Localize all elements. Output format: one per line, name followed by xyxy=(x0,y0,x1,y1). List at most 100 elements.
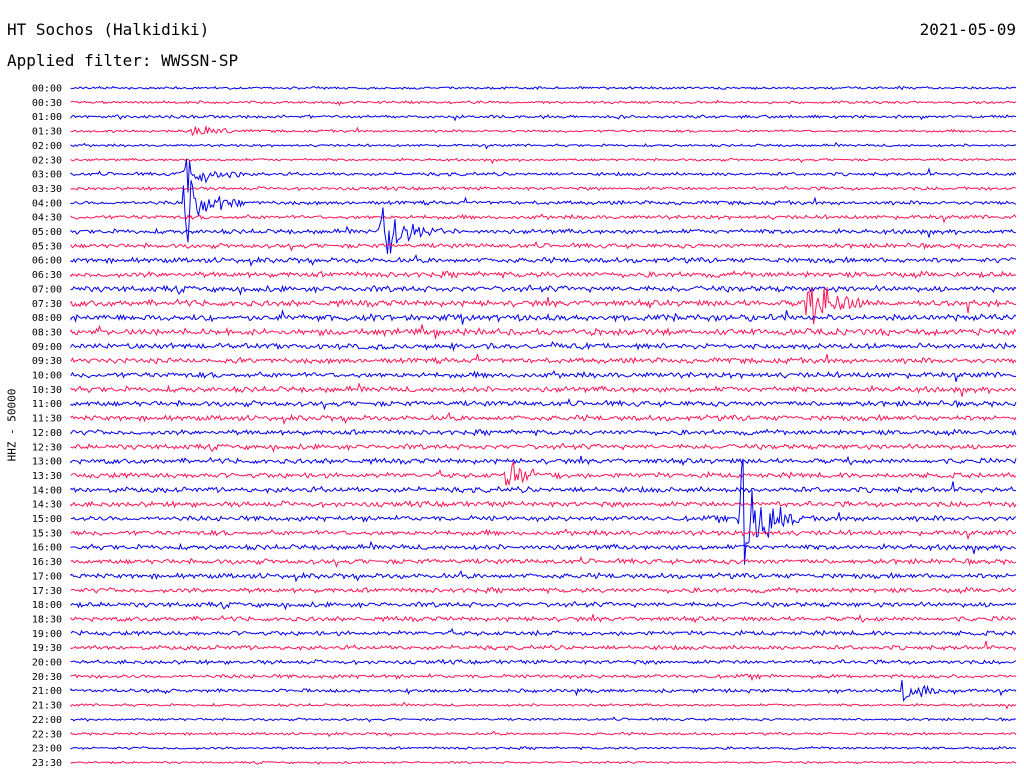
trace-row xyxy=(70,126,1017,137)
trace-row xyxy=(70,114,1017,122)
time-label: 23:30 xyxy=(32,758,62,769)
traces xyxy=(70,85,1017,765)
time-label: 17:30 xyxy=(32,586,62,597)
time-label: 14:30 xyxy=(32,500,62,511)
time-label: 04:30 xyxy=(32,213,62,224)
time-label: 12:30 xyxy=(32,442,62,453)
trace-row xyxy=(70,613,1017,624)
time-label: 05:00 xyxy=(32,227,62,238)
trace-row xyxy=(70,673,1017,682)
time-label: 07:30 xyxy=(32,299,62,310)
trace-row xyxy=(70,382,1017,397)
time-label: 11:00 xyxy=(32,399,62,410)
time-label: 20:30 xyxy=(32,672,62,683)
time-label: 15:00 xyxy=(32,514,62,525)
trace-row xyxy=(70,730,1017,738)
trace-row xyxy=(70,499,1017,509)
trace-row xyxy=(70,185,1017,192)
trace-row xyxy=(70,240,1017,252)
trace-row xyxy=(70,180,1017,243)
time-label: 02:30 xyxy=(32,155,62,166)
time-label: 21:00 xyxy=(32,686,62,697)
time-label: 09:00 xyxy=(32,342,62,353)
time-label: 21:30 xyxy=(32,701,62,712)
trace-row xyxy=(70,458,1017,565)
time-label: 01:00 xyxy=(32,112,62,123)
time-label: 12:00 xyxy=(32,428,62,439)
trace-row xyxy=(70,461,1017,487)
trace-row xyxy=(70,600,1017,611)
trace-row xyxy=(70,455,1017,467)
trace-row xyxy=(70,207,1017,255)
time-label: 08:30 xyxy=(32,327,62,338)
trace-row xyxy=(70,586,1017,595)
trace-row xyxy=(70,270,1017,280)
trace-row xyxy=(70,540,1017,555)
trace-row xyxy=(70,569,1017,583)
time-label: 20:00 xyxy=(32,658,62,669)
time-label: 10:30 xyxy=(32,385,62,396)
time-label: 01:30 xyxy=(32,127,62,138)
trace-row xyxy=(70,341,1017,352)
time-label: 05:30 xyxy=(32,241,62,252)
time-label: 18:00 xyxy=(32,600,62,611)
date-label: 2021-05-09 xyxy=(919,20,1016,39)
time-label: 03:30 xyxy=(32,184,62,195)
trace-row xyxy=(70,442,1017,453)
time-label: 14:00 xyxy=(32,485,62,496)
time-label: 23:00 xyxy=(32,744,62,755)
time-label: 22:30 xyxy=(32,729,62,740)
trace-row xyxy=(70,157,1017,165)
trace-row xyxy=(70,411,1017,426)
time-label: 07:00 xyxy=(32,284,62,295)
time-label: 22:00 xyxy=(32,715,62,726)
time-label: 16:00 xyxy=(32,543,62,554)
time-label: 02:00 xyxy=(32,141,62,152)
trace-row xyxy=(70,353,1017,365)
time-label: 04:00 xyxy=(32,198,62,209)
trace-row xyxy=(70,745,1017,751)
time-label: 13:00 xyxy=(32,457,62,468)
time-label: 19:00 xyxy=(32,629,62,640)
time-label: 16:30 xyxy=(32,557,62,568)
time-label: 00:30 xyxy=(32,98,62,109)
time-label: 06:30 xyxy=(32,270,62,281)
trace-row xyxy=(70,627,1017,637)
time-label: 10:00 xyxy=(32,371,62,382)
trace-row xyxy=(70,658,1017,666)
station-title: HT Sochos (Halkidiki) xyxy=(7,20,210,39)
trace-row xyxy=(70,397,1017,411)
trace-row xyxy=(70,679,1017,702)
time-label: 09:30 xyxy=(32,356,62,367)
time-label: 13:30 xyxy=(32,471,62,482)
time-label: 08:00 xyxy=(32,313,62,324)
time-label: 19:30 xyxy=(32,643,62,654)
trace-row xyxy=(70,286,1017,325)
trace-row xyxy=(70,528,1017,540)
time-label: 15:30 xyxy=(32,528,62,539)
trace-row xyxy=(70,213,1017,224)
trace-row xyxy=(70,324,1017,339)
time-label: 17:00 xyxy=(32,571,62,582)
trace-row xyxy=(70,481,1017,494)
trace-row xyxy=(70,701,1017,710)
time-label: 00:00 xyxy=(32,84,62,95)
time-label: 18:30 xyxy=(32,614,62,625)
time-labels: 00:00 00:30 01:00 01:30 02:00 02:30 03:00 03:30… xyxy=(32,84,62,769)
trace-row xyxy=(70,308,1017,325)
trace-row xyxy=(70,760,1016,765)
trace-row xyxy=(70,284,1017,296)
time-label: 06:00 xyxy=(32,256,62,267)
trace-row xyxy=(70,640,1017,652)
trace-row xyxy=(70,99,1017,107)
trace-row xyxy=(70,555,1017,568)
filter-label: Applied filter: WWSSN-SP xyxy=(7,51,239,70)
time-label: 11:30 xyxy=(32,414,62,425)
trace-row xyxy=(70,369,1017,382)
trace-row xyxy=(70,142,1017,150)
time-label: 03:00 xyxy=(32,170,62,181)
trace-row xyxy=(70,428,1017,437)
trace-row xyxy=(70,716,1017,723)
trace-row xyxy=(70,85,1017,91)
